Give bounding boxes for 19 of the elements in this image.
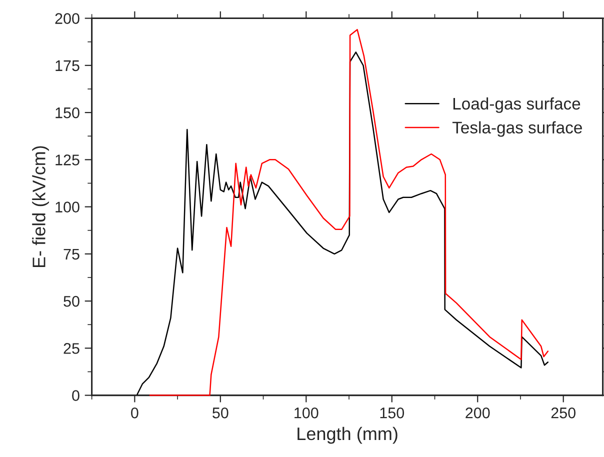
x-tick-label: 200 [466, 408, 490, 418]
y-tick-label: 100 [56, 202, 80, 212]
y-axis-title: E- field (kV/cm) [32, 146, 49, 268]
x-tick-label: 100 [294, 408, 318, 418]
x-tick-label: 150 [380, 408, 404, 418]
x-tick-label: 50 [212, 408, 228, 418]
y-tick-label: 25 [64, 343, 80, 354]
y-tick-label: 175 [56, 60, 80, 72]
y-tick-label: 50 [64, 296, 80, 307]
x-axis-title: Length (mm) [298, 426, 398, 444]
x-tick-label: 0 [131, 408, 138, 418]
x-tick-label: 250 [551, 408, 576, 418]
legend-label: Tesla-gas surface [452, 121, 582, 137]
y-tick-label: 125 [56, 154, 80, 166]
y-tick-label: 150 [56, 107, 80, 118]
y-tick-label: 75 [64, 248, 80, 260]
y-tick-label: 0 [72, 390, 80, 401]
y-tick-label: 200 [55, 13, 80, 24]
legend-label: Load-gas surface [453, 97, 580, 113]
